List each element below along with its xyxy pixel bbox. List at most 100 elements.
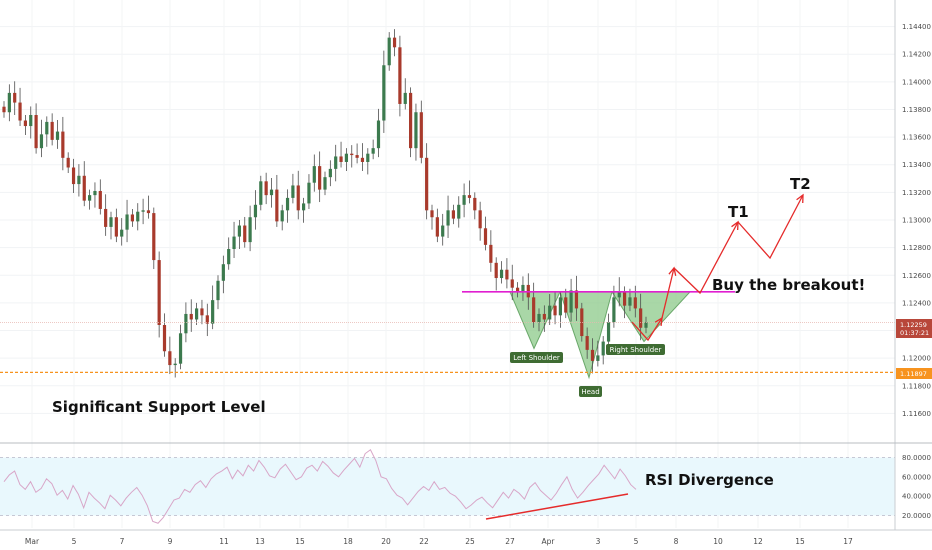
candle-body bbox=[521, 284, 525, 292]
rsi-tick-label: 80.0000 bbox=[902, 454, 931, 462]
candle-body bbox=[323, 177, 327, 190]
candle-body bbox=[248, 217, 252, 243]
time-tick-label: 13 bbox=[255, 537, 265, 546]
candle-body bbox=[435, 217, 439, 237]
candle-body bbox=[146, 210, 151, 214]
candle-body bbox=[211, 300, 215, 324]
candle-body bbox=[403, 92, 407, 104]
candle-body bbox=[237, 225, 241, 237]
time-tick-label: 9 bbox=[168, 537, 173, 546]
candle-body bbox=[441, 225, 445, 237]
candle-body bbox=[617, 291, 621, 298]
price-tick-label: 1.11800 bbox=[902, 382, 931, 390]
candle-body bbox=[462, 195, 466, 205]
arrow-to-t1 bbox=[673, 221, 739, 295]
candle-body bbox=[553, 305, 557, 316]
price-tick-label: 1.11600 bbox=[902, 410, 931, 418]
candle-body bbox=[269, 189, 274, 196]
rsi-tick-label: 40.0000 bbox=[902, 493, 931, 501]
candle-body bbox=[7, 92, 11, 113]
price-tick-label: 1.14000 bbox=[902, 78, 931, 86]
candle-body bbox=[628, 297, 632, 306]
candle-body bbox=[312, 166, 316, 183]
candle-body bbox=[205, 315, 209, 324]
candle-body bbox=[590, 349, 595, 361]
time-tick-label: 25 bbox=[465, 537, 475, 546]
rsi-tick-label: 60.0000 bbox=[902, 473, 931, 481]
candle-body bbox=[376, 120, 381, 149]
time-tick-label: 3 bbox=[596, 537, 601, 546]
candle-body bbox=[467, 195, 472, 198]
candle-body bbox=[334, 156, 338, 169]
candle-body bbox=[318, 166, 322, 190]
candle-body bbox=[189, 313, 193, 320]
candle-body bbox=[130, 214, 134, 222]
arrow-to-t2 bbox=[737, 194, 804, 260]
candle-body bbox=[39, 134, 44, 149]
candle-body bbox=[360, 157, 365, 162]
price-tick-label: 1.12600 bbox=[902, 272, 931, 280]
candle-body bbox=[2, 106, 6, 113]
time-axis: Mar 5 7 9 11 13 15 18 20 22 25 27 Apr 3 5 8 10 12 15 17 bbox=[0, 529, 932, 546]
price-tick-label: 1.13000 bbox=[902, 217, 931, 225]
candle-body bbox=[232, 236, 236, 250]
candle-body bbox=[532, 297, 536, 323]
candle-body bbox=[623, 291, 627, 306]
candle-body bbox=[473, 197, 477, 211]
time-tick-label: 11 bbox=[219, 537, 229, 546]
candle-body bbox=[88, 195, 92, 201]
time-tick-label: 7 bbox=[120, 537, 125, 546]
candlestick-series bbox=[2, 29, 648, 378]
candle-body bbox=[548, 305, 552, 320]
candle-body bbox=[275, 189, 279, 222]
current-price-value: 1.12259 bbox=[900, 321, 927, 329]
candle-body bbox=[227, 249, 231, 265]
candle-body bbox=[152, 213, 156, 261]
candle-body bbox=[558, 297, 562, 316]
candle-body bbox=[633, 297, 637, 309]
candle-body bbox=[259, 181, 263, 205]
candle-body bbox=[478, 210, 482, 229]
candle-body bbox=[264, 181, 268, 196]
candle-body bbox=[307, 182, 311, 204]
candle-body bbox=[350, 153, 354, 156]
candle-body bbox=[339, 156, 343, 162]
grid-lines bbox=[0, 0, 895, 528]
candle-body bbox=[387, 37, 391, 66]
current-price-badge: 1.12259 01:37:21 bbox=[896, 319, 932, 338]
candle-body bbox=[55, 131, 60, 140]
candle-body bbox=[221, 264, 225, 281]
candle-body bbox=[644, 322, 648, 328]
candle-body bbox=[451, 210, 455, 219]
time-tick-label: 15 bbox=[295, 537, 305, 546]
candle-body bbox=[601, 341, 605, 356]
candle-body bbox=[200, 308, 204, 316]
candle-body bbox=[109, 217, 113, 227]
candle-body bbox=[499, 269, 504, 279]
candle-body bbox=[510, 279, 514, 288]
candle-body bbox=[398, 47, 402, 104]
candle-body bbox=[66, 157, 70, 168]
candle-body bbox=[483, 228, 488, 245]
time-tick-label: 27 bbox=[505, 537, 515, 546]
rsi-panel: 80.0000 60.0000 40.0000 20.0000 bbox=[0, 449, 931, 524]
candle-body bbox=[45, 121, 49, 135]
candle-body bbox=[446, 210, 450, 226]
time-tick-label: 22 bbox=[419, 537, 429, 546]
left-shoulder-label: Left Shoulder bbox=[513, 354, 560, 362]
pattern-triangle bbox=[559, 291, 613, 380]
candle-body bbox=[141, 210, 145, 212]
candle-body bbox=[114, 217, 118, 237]
support-price-value: 1.11897 bbox=[900, 370, 927, 378]
arrow-to-t2-head bbox=[796, 193, 804, 204]
price-tick-label: 1.14200 bbox=[902, 51, 931, 59]
candle-body bbox=[489, 244, 493, 263]
time-tick-label: 5 bbox=[634, 537, 639, 546]
right-shoulder-tag: Right Shoulder bbox=[606, 344, 665, 355]
candle-body bbox=[328, 168, 332, 178]
candle-body bbox=[93, 190, 97, 196]
candle-body bbox=[574, 290, 579, 309]
rsi-tick-label: 20.0000 bbox=[902, 512, 931, 520]
price-tick-label: 1.14400 bbox=[902, 23, 931, 31]
